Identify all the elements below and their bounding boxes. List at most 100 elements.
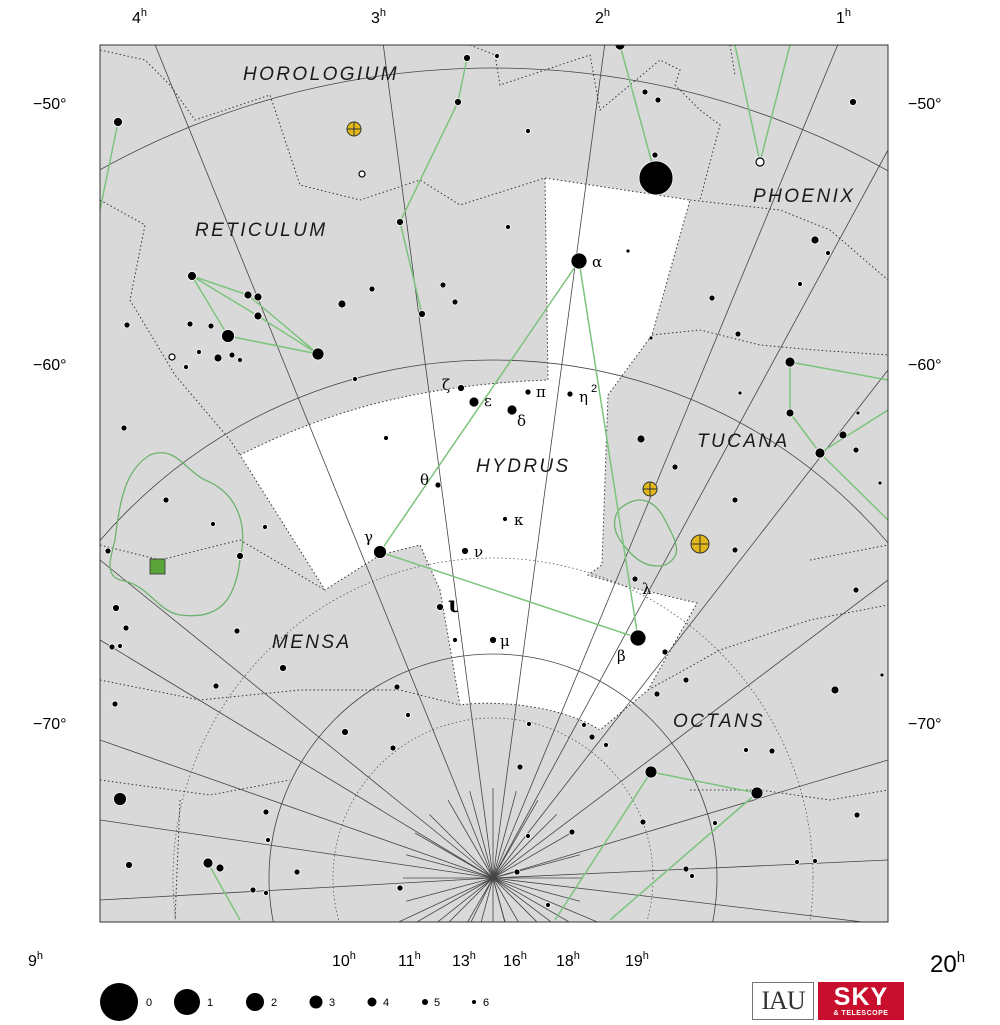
star — [122, 624, 130, 632]
star — [653, 690, 661, 698]
label-zeta: ζ — [442, 376, 450, 394]
dec-minus-70-left: −70° — [33, 716, 67, 733]
star — [525, 128, 531, 134]
star — [439, 281, 447, 289]
star — [812, 858, 818, 864]
label-nu: ν — [474, 543, 483, 561]
ra-4h: 4h — [132, 7, 147, 27]
star — [187, 271, 197, 281]
star — [162, 496, 170, 504]
smc-outline — [613, 499, 678, 567]
star — [202, 857, 214, 869]
star — [249, 886, 257, 894]
star — [853, 811, 861, 819]
label-phoenix: PHOENIX — [753, 186, 855, 207]
star — [502, 516, 508, 522]
ra-18h: 18h — [556, 950, 580, 970]
star — [396, 884, 404, 892]
star — [737, 390, 743, 396]
legend-mag-5: 5 — [434, 997, 440, 1009]
label-tucana: TUCANA — [697, 431, 790, 452]
star — [566, 390, 574, 398]
star — [262, 808, 270, 816]
dec-minus-70-right: −70° — [908, 716, 942, 733]
star — [237, 357, 243, 363]
star — [731, 496, 739, 504]
star — [838, 430, 848, 440]
sky-logo-subtext: & TELESCOPE — [833, 1009, 889, 1017]
star — [731, 546, 739, 554]
star — [262, 524, 268, 530]
label-iota: ι — [448, 592, 459, 618]
star — [581, 722, 587, 728]
star — [112, 604, 120, 612]
star — [855, 410, 861, 416]
ra-20h: 20h — [930, 949, 965, 978]
star — [794, 859, 800, 865]
star — [434, 481, 442, 489]
legend-mag-6: 6 — [483, 997, 489, 1009]
hydrus-region — [240, 178, 697, 730]
star — [682, 865, 690, 873]
star — [221, 329, 235, 343]
label-octans: OCTANS — [673, 711, 765, 732]
star — [212, 682, 220, 690]
star — [405, 712, 411, 718]
declination-labels: −50° −50° −60° −60° −70° −70° — [33, 96, 942, 733]
star — [641, 88, 649, 96]
label-eta: η — [579, 388, 588, 406]
star — [117, 643, 123, 649]
dec-minus-60-left: −60° — [33, 357, 67, 374]
legend-mag-2: 2 — [271, 997, 277, 1009]
star — [814, 447, 826, 459]
star — [588, 733, 596, 741]
lmc-outline — [109, 452, 244, 617]
star — [454, 98, 462, 106]
publisher-logos: IAU SKY & TELESCOPE — [752, 982, 904, 1024]
star — [253, 311, 263, 321]
label-delta: δ — [517, 412, 526, 430]
star — [570, 252, 588, 270]
star — [743, 747, 749, 753]
label-beta: β — [617, 647, 626, 665]
star — [418, 310, 426, 318]
star — [671, 463, 679, 471]
deep-sky-objects — [149, 121, 765, 575]
galaxy-marker-horologium — [346, 121, 362, 137]
star — [468, 396, 480, 408]
stars — [104, 45, 885, 908]
star — [830, 685, 840, 695]
magnitude-legend: 0 1 2 3 4 5 6 — [100, 983, 489, 1021]
ra-3h: 3h — [371, 7, 386, 27]
star — [396, 218, 404, 226]
star — [639, 818, 647, 826]
ra-13h: 13h — [452, 950, 476, 970]
label-alpha: α — [592, 253, 602, 271]
star — [545, 902, 551, 908]
label-kappa: κ — [514, 511, 524, 529]
star — [516, 763, 524, 771]
star — [463, 54, 471, 62]
star — [603, 742, 609, 748]
legend-mag-3: 3 — [329, 997, 335, 1009]
star — [111, 700, 119, 708]
label-eta-superscript: 2 — [591, 383, 597, 395]
star — [457, 384, 465, 392]
star — [708, 294, 716, 302]
star — [654, 96, 662, 104]
star — [236, 552, 244, 560]
star — [636, 434, 646, 444]
star-labels: α β γ δ ε ζ η 2 θ ι κ λ μ ν π — [364, 253, 652, 665]
star — [506, 404, 518, 416]
right-ascension-lines — [100, 45, 888, 922]
star — [352, 376, 358, 382]
label-mensa: MENSA — [272, 632, 352, 653]
ra-9h: 9h — [28, 950, 43, 970]
star — [368, 285, 376, 293]
dec-minus-50-left: −50° — [33, 96, 67, 113]
ra-16h: 16h — [503, 950, 527, 970]
constellation-boundaries — [100, 45, 888, 921]
ra-19h: 19h — [625, 950, 649, 970]
ra-1h: 1h — [836, 7, 851, 27]
